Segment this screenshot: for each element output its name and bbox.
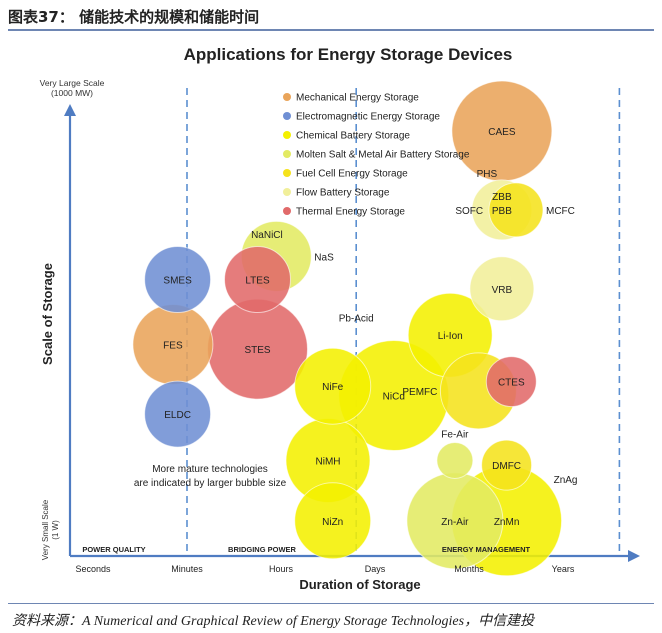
- bubble-label-nizn: NiZn: [322, 517, 343, 528]
- x-axis-title: Duration of Storage: [299, 577, 420, 592]
- bubble-label-pemfc: PEMFC: [402, 387, 437, 398]
- bubbles-layer: CAES PHS MCFC SOFC ZBB PBB VRB Li-Ion Pb-Acid NiC…: [132, 80, 578, 577]
- bubble-dmfc: [481, 439, 533, 491]
- bubble-ltes: [224, 246, 291, 314]
- legend-label-electromagnetic-energy-storage: Electromagnetic Energy Storage: [296, 112, 440, 123]
- legend-swatch-fuel-cell-energy-storage: [283, 169, 291, 177]
- bubble-label-mcfc: MCFC: [546, 206, 575, 217]
- chart-title: Applications for Energy Storage Devices: [184, 45, 513, 64]
- x-axis-arrowhead: [628, 550, 640, 562]
- x-tick-minutes: Minutes: [171, 564, 203, 574]
- legend-swatch-thermal-energy-storage: [283, 207, 291, 215]
- x-tick-labels: Seconds Minutes Hours Days Months Years: [75, 564, 574, 574]
- bubble-label-sofc: SOFC: [455, 206, 483, 217]
- y-bottom-label: Very Small Scale (1 W): [41, 499, 60, 560]
- bubble-smes: [144, 246, 212, 314]
- legend-swatch-flow-battery-storage: [283, 188, 291, 196]
- legend-swatch-electromagnetic-energy-storage: [283, 112, 291, 120]
- x-tick-years: Years: [552, 564, 575, 574]
- region-label-bridging-power: BRIDGING POWER: [228, 545, 297, 554]
- legend: Mechanical Energy Storage Electromagnetic…: [283, 93, 470, 218]
- legend-swatch-molten-salt-metal-air-battery-storage: [283, 150, 291, 158]
- y-bottom-label-line1: Very Small Scale: [41, 499, 50, 560]
- bubble-label-nife: NiFe: [322, 382, 344, 393]
- bubble-label-pb-acid: Pb-Acid: [339, 313, 374, 324]
- bubble-label-caes: CAES: [488, 127, 516, 138]
- bubble-label-smes: SMES: [163, 276, 192, 287]
- legend-label-chemical-battery-storage: Chemical Battery Storage: [296, 131, 410, 142]
- bubble-mcfc: [488, 182, 544, 238]
- source-note: 资料来源：A Numerical and Graphical Review of…: [12, 614, 535, 629]
- legend-label-flow-battery-storage: Flow Battery Storage: [296, 188, 390, 199]
- bubble-label-znmn: ZnMn: [494, 517, 520, 528]
- legend-label-thermal-energy-storage: Thermal Energy Storage: [296, 207, 405, 218]
- bubble-vrb: [469, 256, 535, 322]
- bubble-label-ltes: LTES: [245, 276, 270, 287]
- bubble-ctes: [485, 356, 537, 408]
- bubble-label-fe-air: Fe-Air: [441, 429, 469, 440]
- maturity-note-line2: are indicated by larger bubble size: [134, 478, 287, 489]
- bubble-label-nanicl: NaNiCl: [251, 230, 283, 241]
- x-tick-months: Months: [454, 564, 484, 574]
- x-tick-hours: Hours: [269, 564, 294, 574]
- region-label-energy-management: ENERGY MANAGEMENT: [442, 545, 531, 554]
- x-tick-days: Days: [365, 564, 386, 574]
- bubble-nizn: [294, 482, 372, 560]
- bubble-eldc: [144, 380, 212, 448]
- bubble-chart: Applications for Energy Storage Devices …: [40, 45, 640, 592]
- figure-title: 图表37： 储能技术的规模和储能时间: [8, 8, 260, 26]
- bubble-label-phs: PHS: [477, 169, 498, 180]
- y-axis-arrowhead: [64, 104, 76, 116]
- top-rule: [8, 29, 654, 31]
- y-top-label-line2: (1000 MW): [51, 88, 93, 98]
- bubble-label-ctes: CTES: [498, 378, 525, 389]
- bubble-label-li-ion: Li-Ion: [438, 331, 463, 342]
- bubble-label-zn-air: Zn-Air: [441, 517, 469, 528]
- bubble-fe-air: [436, 441, 474, 479]
- bubble-label-nimh: NiMH: [316, 456, 341, 467]
- bubble-label-nicd: NiCd: [383, 392, 405, 403]
- bubble-label-znag: ZnAg: [554, 475, 578, 486]
- legend-swatch-chemical-battery-storage: [283, 131, 291, 139]
- bubble-label-pbb: PBB: [492, 206, 512, 217]
- y-bottom-label-line2: (1 W): [51, 520, 60, 540]
- y-axis-title: Scale of Storage: [40, 263, 55, 365]
- legend-label-fuel-cell-energy-storage: Fuel Cell Energy Storage: [296, 169, 408, 180]
- bubble-label-fes: FES: [163, 340, 183, 351]
- bubble-label-zbb: ZBB: [492, 192, 512, 203]
- bubble-label-nas: NaS: [314, 252, 334, 263]
- maturity-note-line1: More mature technologies: [152, 464, 268, 475]
- legend-label-molten-salt-metal-air-battery-storage: Molten Salt & Metal Air Battery Storage: [296, 150, 470, 161]
- bubble-label-vrb: VRB: [492, 285, 513, 296]
- x-tick-seconds: Seconds: [75, 564, 111, 574]
- bubble-nife: [294, 347, 372, 425]
- bubble-label-stes: STES: [244, 345, 270, 356]
- legend-swatch-mechanical-energy-storage: [283, 93, 291, 101]
- bubble-label-dmfc: DMFC: [492, 461, 521, 472]
- bottom-rule: [8, 603, 654, 604]
- y-top-label-line1: Very Large Scale: [40, 78, 105, 88]
- legend-label-mechanical-energy-storage: Mechanical Energy Storage: [296, 93, 419, 104]
- bubble-label-eldc: ELDC: [164, 410, 191, 421]
- region-label-power-quality: POWER QUALITY: [82, 545, 145, 554]
